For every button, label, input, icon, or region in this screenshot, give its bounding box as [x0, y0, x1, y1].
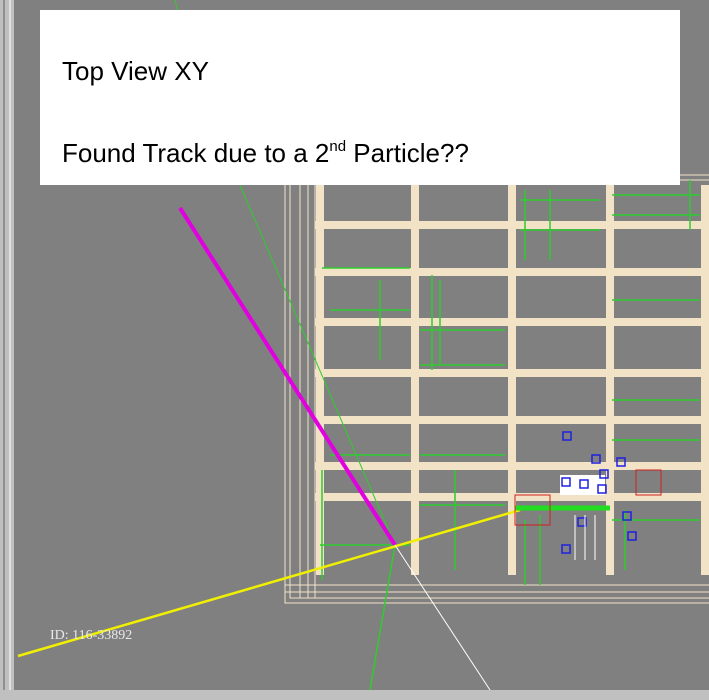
left-frame — [0, 0, 14, 700]
superscript: nd — [329, 138, 346, 155]
bar-v — [606, 185, 614, 575]
bar-v — [411, 185, 419, 575]
event-id: ID: 116-33892 — [50, 628, 132, 644]
annotation-box: Top View XY Found Track due to a 2nd Par… — [40, 10, 680, 185]
subtitle-text: Found Track due to a 2 — [62, 138, 329, 168]
subtitle: Found Track due to a 2nd Particle?? — [62, 138, 469, 169]
bar-v — [316, 185, 324, 575]
bar-v — [701, 185, 709, 575]
title: Top View XY — [62, 56, 209, 87]
bottom-frame — [0, 690, 709, 700]
event-display: Top View XY Found Track due to a 2nd Par… — [0, 0, 709, 700]
subtitle-text: Particle?? — [346, 138, 469, 168]
